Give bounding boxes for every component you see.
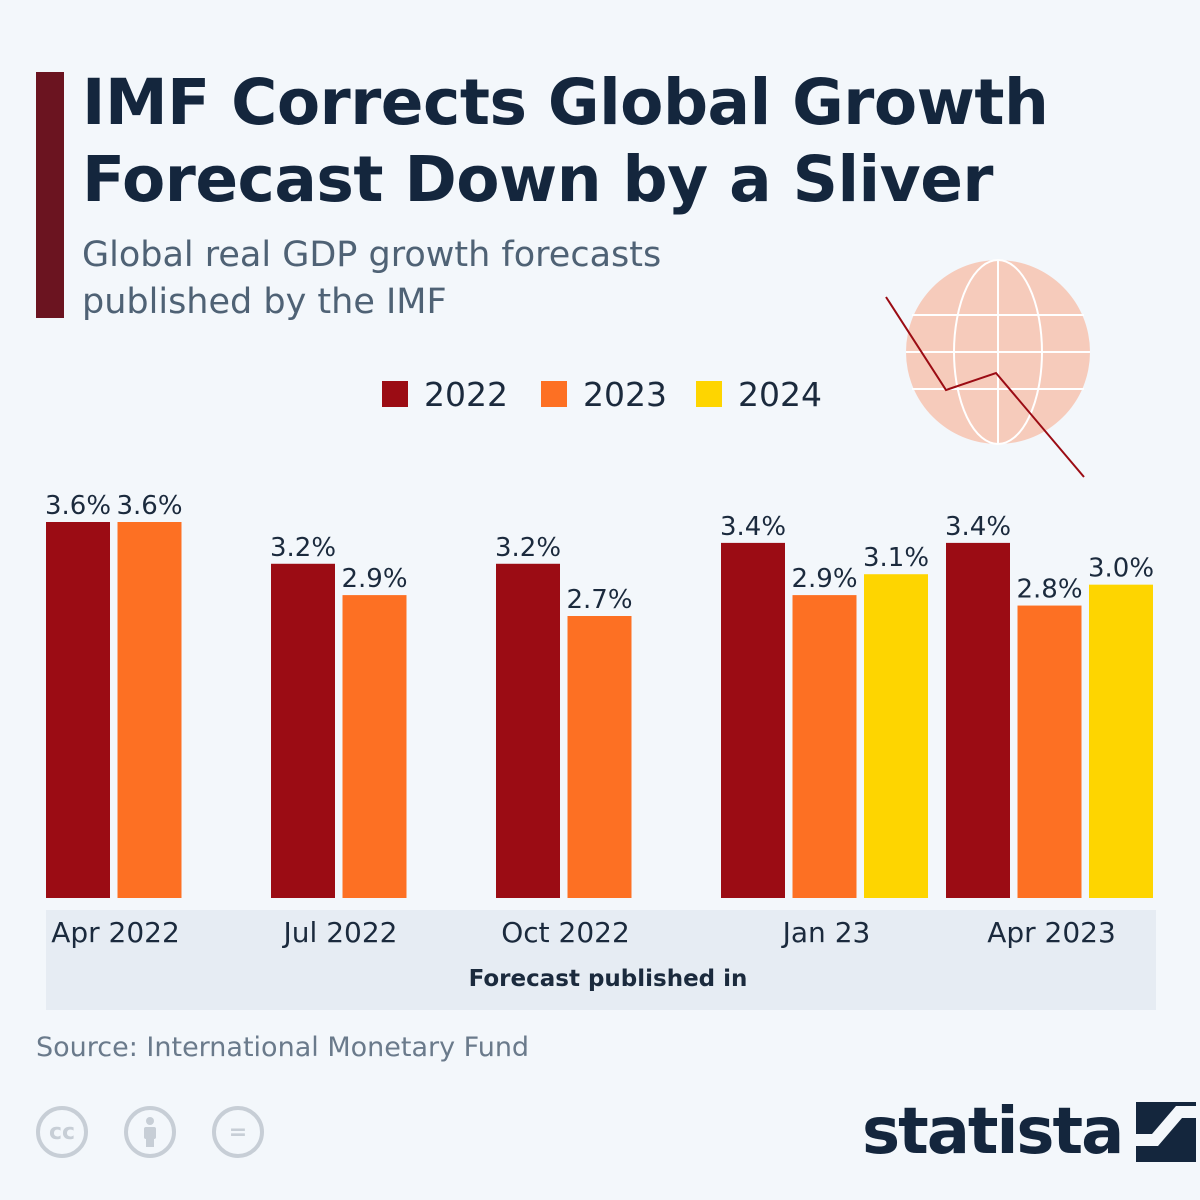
bar-2022-2 <box>496 563 560 898</box>
bar-2023-3 <box>792 595 857 898</box>
data-label-2023-3: 2.9% <box>791 564 857 594</box>
statista-logo[interactable]: statista <box>862 1095 1197 1169</box>
chart-subtitle-line-1: Global real GDP growth forecasts <box>82 235 662 275</box>
chart-subtitle: Global real GDP growth forecasts publish… <box>82 232 782 326</box>
data-label-2023-1: 2.9% <box>341 564 407 594</box>
x-tick-label-1: Jul 2022 <box>282 916 398 949</box>
x-axis-title: Forecast published in <box>46 966 1170 992</box>
x-tick-label-4: Apr 2023 <box>987 916 1116 949</box>
data-label-2023-2: 2.7% <box>566 585 632 615</box>
legend-item-2024: 2024 <box>696 372 822 416</box>
legend-label-2022: 2022 <box>424 374 508 414</box>
legend-label-2024: 2024 <box>738 374 822 414</box>
source-note: Source: International Monetary Fund <box>36 1032 530 1063</box>
chart-title: IMF Corrects Global Growth Forecast Down… <box>82 64 1122 218</box>
bar-2023-1 <box>342 595 407 898</box>
globe-decoration-icon <box>885 259 1090 478</box>
data-label-2023-0: 3.6% <box>116 491 182 521</box>
statista-mark-icon <box>1136 1102 1197 1162</box>
bar-2024-4 <box>1089 584 1153 898</box>
x-tick-label-3: Jan 23 <box>781 916 871 949</box>
x-tick-label-2: Oct 2022 <box>501 916 630 949</box>
bar-2024-3 <box>864 574 928 898</box>
data-label-2022-3: 3.4% <box>720 512 786 542</box>
cc-icon-glyph: cc <box>48 1119 76 1145</box>
attribution-icon[interactable] <box>124 1106 176 1158</box>
bar-2022-4 <box>946 542 1010 898</box>
chart-legend: 2022 2023 2024 <box>0 372 1200 416</box>
license-icons: cc = <box>36 1106 300 1158</box>
data-label-2022-0: 3.6% <box>45 491 111 521</box>
bar-2022-0 <box>46 522 110 898</box>
bar-2022-1 <box>271 563 335 898</box>
data-label-2022-1: 3.2% <box>270 533 336 563</box>
bar-2023-4 <box>1017 605 1082 898</box>
data-label-2023-4: 2.8% <box>1016 575 1082 605</box>
data-label-2024-3: 3.1% <box>863 543 929 573</box>
legend-swatch-2024 <box>696 381 722 407</box>
chart-title-line-1: IMF Corrects Global Growth <box>82 66 1049 139</box>
legend-item-2023: 2023 <box>541 372 667 416</box>
cc-icon[interactable]: cc <box>36 1106 88 1158</box>
legend-swatch-2022 <box>382 381 408 407</box>
chart-title-line-2: Forecast Down by a Sliver <box>82 143 994 216</box>
no-derivatives-icon[interactable]: = <box>212 1106 264 1158</box>
legend-swatch-2023 <box>541 381 567 407</box>
x-axis-title-text: Forecast published in <box>468 966 748 992</box>
title-accent-bar <box>36 72 64 318</box>
x-axis-band <box>46 910 1156 1010</box>
no-derivatives-icon-glyph: = <box>228 1119 248 1145</box>
data-label-2022-2: 3.2% <box>495 533 561 563</box>
legend-item-2022: 2022 <box>382 372 508 416</box>
person-icon <box>144 1117 156 1147</box>
bar-2022-3 <box>721 542 785 898</box>
x-tick-label-0: Apr 2022 <box>51 916 180 949</box>
brand-wordmark: statista <box>862 1095 1124 1169</box>
data-label-2022-4: 3.4% <box>945 512 1011 542</box>
data-label-2024-4: 3.0% <box>1088 554 1154 584</box>
chart-subtitle-line-2: published by the IMF <box>82 282 447 322</box>
bar-2023-2 <box>567 616 632 898</box>
bar-2023-0 <box>117 522 182 898</box>
legend-label-2023: 2023 <box>583 374 667 414</box>
